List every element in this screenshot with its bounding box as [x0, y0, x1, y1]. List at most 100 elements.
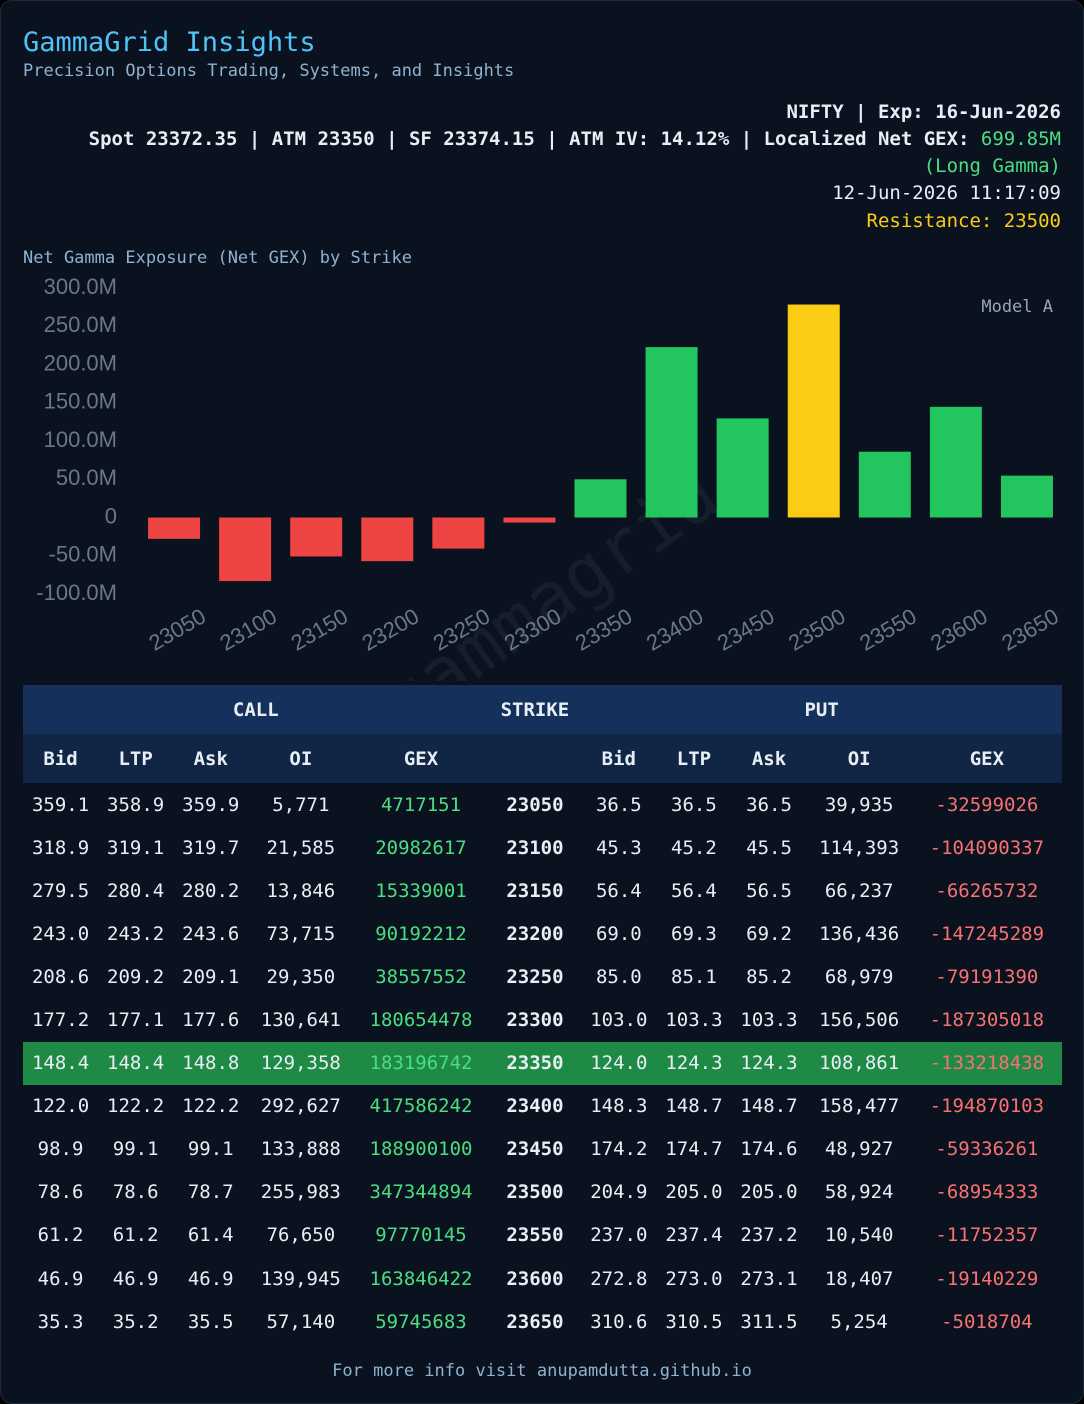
- table-cell: 35.5: [187, 1310, 234, 1333]
- table-cell: 35.3: [37, 1310, 84, 1333]
- table-cell: 68,979: [824, 965, 894, 988]
- column-header: OI: [248, 734, 354, 783]
- table-cell: 13,846: [266, 879, 336, 902]
- table-row: 318.9 319.1 319.7 21,585 20982617 23100 45.3 45…: [23, 826, 1062, 869]
- table-cell: 85.2: [746, 965, 792, 988]
- table-cell: 359.1: [31, 793, 90, 816]
- table-cell: 46.9: [112, 1267, 159, 1290]
- bar: [148, 517, 201, 539]
- gamma-state: (Long Gamma): [923, 155, 1061, 177]
- table-cell: 90192212: [375, 922, 467, 945]
- table-cell: -104090337: [929, 836, 1045, 859]
- table-cell: 39,935: [824, 793, 894, 816]
- table-cell: 46.9: [187, 1267, 234, 1290]
- table-cell: 129,358: [248, 1041, 354, 1085]
- table-cell: 158,477: [819, 1095, 900, 1118]
- table-cell: 148.3: [590, 1095, 648, 1118]
- annotation: Model A: [981, 297, 1053, 317]
- table-cell: -19140229: [935, 1267, 1039, 1290]
- table-cell: -147245289: [929, 922, 1045, 945]
- table-cell: 57,140: [266, 1310, 336, 1333]
- y-tick-label: -100.0M: [36, 580, 117, 605]
- column-header: GEX: [353, 734, 489, 783]
- chart-title: Net Gamma Exposure (Net GEX) by Strike: [23, 248, 412, 268]
- table-row: 46.9 46.9 46.9 139,945 163846422 23600 272.8 27…: [23, 1257, 1062, 1300]
- column-header: GEX: [911, 734, 1062, 783]
- table-cell: 98.9: [37, 1138, 84, 1161]
- table-cell: 56.5: [746, 879, 792, 902]
- bar: [219, 517, 272, 582]
- table-cell: 174.7: [665, 1138, 723, 1161]
- column-header: Bid: [581, 734, 657, 783]
- column-header: LTP: [98, 734, 174, 783]
- table-cell: 243.2: [107, 922, 165, 945]
- app-subtitle: Precision Options Trading, Systems, and …: [23, 61, 515, 81]
- table-cell: 205.0: [740, 1181, 798, 1204]
- x-tick-label: 23150: [287, 603, 352, 655]
- table-cell: 78.6: [112, 1181, 159, 1204]
- y-tick-label: 50.0M: [56, 465, 117, 490]
- group-header: PUT: [581, 685, 1062, 734]
- table-cell: 174.6: [740, 1138, 798, 1161]
- table-cell: 205.0: [665, 1181, 723, 1204]
- column-header: Bid: [23, 734, 99, 783]
- group-header-row: CALL STRIKE PUT: [23, 685, 1062, 734]
- table-cell: 148.4: [23, 1041, 99, 1085]
- y-tick-label: 150.0M: [44, 389, 117, 414]
- table-cell: 237.2: [740, 1224, 798, 1247]
- table-cell: 311.5: [740, 1310, 798, 1333]
- table-cell: 29,350: [266, 965, 336, 988]
- table-cell: 208.6: [31, 965, 90, 988]
- table-cell: 273.0: [665, 1267, 723, 1290]
- table-cell: 156,506: [819, 1009, 900, 1032]
- table-cell: 45.5: [746, 836, 792, 859]
- table-cell: 417586242: [369, 1095, 473, 1118]
- column-header: LTP: [656, 734, 732, 783]
- table-cell: -32599026: [935, 793, 1039, 816]
- table-row: 208.6 209.2 209.1 29,350 38557552 23250 85.0 85…: [23, 955, 1062, 998]
- table-cell: 69.3: [671, 922, 717, 945]
- x-tick-label: 23600: [926, 603, 991, 655]
- table-cell: 20982617: [375, 836, 467, 859]
- table-cell: -59336261: [935, 1138, 1039, 1161]
- bar: [361, 517, 414, 562]
- y-tick-label: -50.0M: [49, 542, 117, 567]
- table-cell: 23100: [506, 836, 564, 859]
- table-cell: 139,945: [260, 1267, 341, 1290]
- table-cell: 73,715: [266, 922, 336, 945]
- table-cell: -187305018: [929, 1009, 1045, 1032]
- x-tick-label: 23450: [713, 603, 778, 655]
- table-cell: 319.1: [107, 836, 165, 859]
- table-cell: 69.0: [595, 922, 642, 945]
- footer: For more info visit anupamdutta.github.i…: [332, 1361, 752, 1381]
- y-tick-label: 0: [105, 503, 117, 528]
- table-cell: 180654478: [369, 1009, 473, 1032]
- table-cell: 97770145: [375, 1224, 467, 1247]
- bar: [645, 347, 698, 518]
- column-header-row: Bid LTP Ask OI GEX Bid LTP Ask OI GEX: [23, 734, 1062, 783]
- table-cell: 23050: [506, 793, 564, 816]
- table-cell: 177.2: [31, 1009, 90, 1032]
- y-tick-label: 100.0M: [44, 427, 117, 452]
- table-cell: 66,237: [824, 879, 894, 902]
- table-cell: 23650: [506, 1310, 564, 1333]
- table-cell: 243.0: [31, 922, 90, 945]
- spot-line-wrap: Spot 23372.35 | ATM 23350 | SF 23374.15 …: [89, 128, 1061, 150]
- table-cell: 15339001: [375, 879, 467, 902]
- table-cell: 85.1: [671, 965, 717, 988]
- table-cell: 148.8: [173, 1041, 249, 1085]
- table-cell: 114,393: [819, 836, 900, 859]
- group-header: CALL: [23, 685, 489, 734]
- table-cell: 177.6: [182, 1009, 240, 1032]
- x-tick-label: 23100: [216, 603, 281, 655]
- table-cell: -133218438: [911, 1041, 1062, 1085]
- table-cell: 23350: [488, 1041, 582, 1085]
- table-cell: 85.0: [595, 965, 642, 988]
- table-cell: 279.5: [31, 879, 90, 902]
- table-row: 122.0 122.2 122.2 292,627 417586242 23400 148.…: [23, 1085, 1062, 1128]
- column-header: OI: [806, 734, 912, 783]
- table-cell: 310.6: [590, 1310, 648, 1333]
- app-title: GammaGrid Insights: [23, 27, 316, 58]
- table-cell: 280.4: [107, 879, 165, 902]
- table-cell: 23150: [506, 879, 564, 902]
